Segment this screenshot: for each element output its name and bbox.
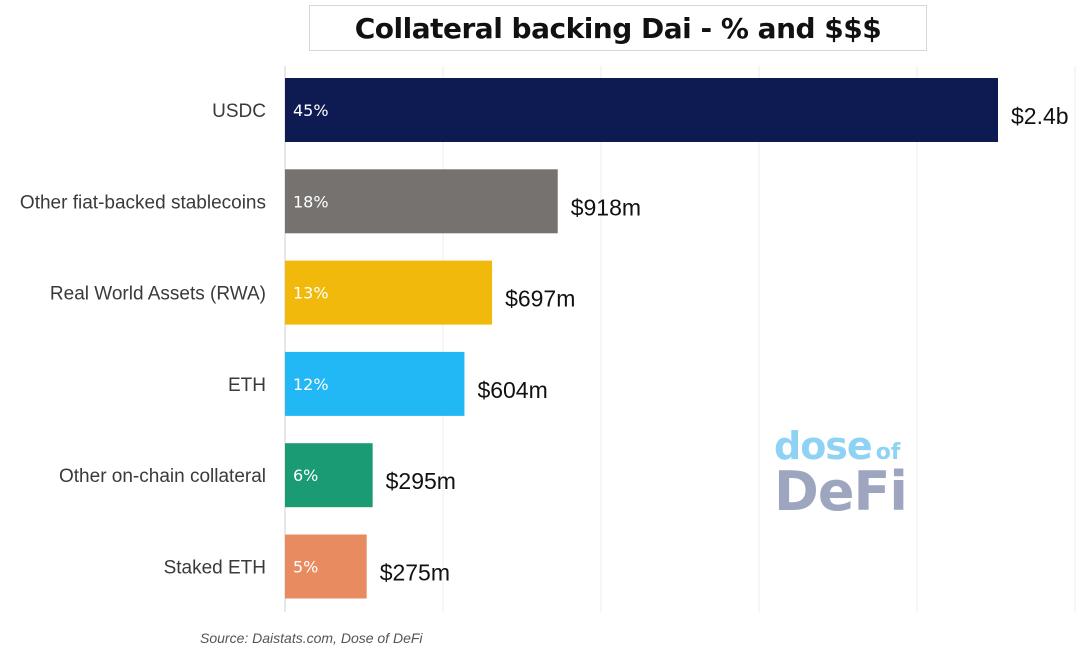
bar — [285, 169, 558, 234]
chart-title: Collateral backing Dai - % and $$$ — [354, 11, 882, 45]
value-label: $918m — [571, 194, 641, 220]
value-label: $604m — [477, 377, 547, 403]
value-label: $275m — [380, 560, 450, 586]
category-label: Other fiat-backed stablecoins — [20, 192, 266, 213]
bar — [285, 351, 465, 416]
category-label: Staked ETH — [164, 558, 266, 579]
category-label: ETH — [228, 375, 266, 396]
percent-label: 45% — [293, 101, 329, 120]
gridlines — [442, 66, 1076, 612]
chart-title-box: Collateral backing Dai - % and $$$ — [309, 5, 927, 51]
percent-label: 5% — [293, 558, 318, 577]
category-label: Real World Assets (RWA) — [50, 284, 266, 305]
value-label: $2.4b — [1011, 103, 1069, 129]
category-label: USDC — [212, 101, 266, 122]
percent-label: 6% — [293, 466, 318, 485]
logo-dose-text: dose — [774, 424, 873, 468]
percent-label: 13% — [293, 284, 329, 303]
value-label: $295m — [386, 468, 456, 494]
bar — [285, 260, 493, 325]
category-label: Other on-chain collateral — [59, 466, 266, 487]
percent-label: 12% — [293, 375, 329, 394]
bar — [285, 78, 998, 142]
bar — [285, 534, 367, 599]
logo-of-text: of — [875, 440, 901, 465]
bars-group: USDC 45% $2.4b Other fiat-backed stablecoin… — [20, 78, 1069, 599]
percent-label: 18% — [293, 192, 329, 211]
logo-line1: dose of — [774, 424, 900, 468]
source-note: Source: Daistats.com, Dose of DeFi — [200, 630, 423, 646]
logo-defi-text: DeFi — [774, 460, 908, 523]
bar — [285, 443, 373, 508]
value-label: $697m — [505, 286, 575, 312]
dose-of-defi-logo: dose of DeFi — [774, 424, 914, 524]
